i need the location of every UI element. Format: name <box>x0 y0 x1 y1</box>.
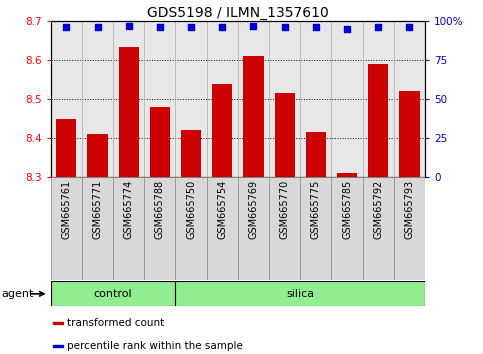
Text: GSM665775: GSM665775 <box>311 180 321 239</box>
Bar <box>331 21 363 177</box>
Text: agent: agent <box>1 289 33 299</box>
Bar <box>269 177 300 280</box>
Text: GSM665788: GSM665788 <box>155 180 165 239</box>
Bar <box>175 21 207 177</box>
Text: silica: silica <box>286 289 314 299</box>
Bar <box>363 177 394 280</box>
Bar <box>238 177 269 280</box>
Bar <box>181 130 201 177</box>
Point <box>187 25 195 30</box>
Bar <box>82 177 113 280</box>
Bar <box>331 177 363 280</box>
Text: transformed count: transformed count <box>67 318 164 329</box>
Bar <box>113 21 144 177</box>
Bar <box>274 93 295 177</box>
Text: GSM665792: GSM665792 <box>373 180 383 239</box>
Bar <box>207 177 238 280</box>
Point <box>312 25 320 30</box>
Point <box>343 26 351 32</box>
Text: GSM665769: GSM665769 <box>248 180 258 239</box>
Point <box>156 25 164 30</box>
Bar <box>51 177 82 280</box>
Bar <box>300 21 331 177</box>
Bar <box>212 84 232 177</box>
Bar <box>243 56 264 177</box>
Text: control: control <box>94 289 132 299</box>
Text: GSM665785: GSM665785 <box>342 180 352 239</box>
Bar <box>337 173 357 177</box>
Bar <box>300 177 331 280</box>
Bar <box>118 46 139 177</box>
Bar <box>269 21 300 177</box>
Bar <box>144 21 175 177</box>
Bar <box>368 64 388 177</box>
Text: GSM665750: GSM665750 <box>186 180 196 239</box>
Bar <box>144 177 175 280</box>
Bar <box>51 21 82 177</box>
Point <box>374 25 382 30</box>
Bar <box>175 281 425 306</box>
Bar <box>238 21 269 177</box>
Text: GSM665770: GSM665770 <box>280 180 290 239</box>
Text: GSM665761: GSM665761 <box>61 180 71 239</box>
Bar <box>113 177 144 280</box>
Bar <box>399 91 420 177</box>
Bar <box>56 119 76 177</box>
Text: GSM665774: GSM665774 <box>124 180 134 239</box>
Point <box>218 25 226 30</box>
Bar <box>394 177 425 280</box>
Point <box>125 23 132 29</box>
Bar <box>207 21 238 177</box>
Bar <box>51 281 175 306</box>
Bar <box>175 177 207 280</box>
Point <box>250 23 257 29</box>
Bar <box>82 21 113 177</box>
Text: percentile rank within the sample: percentile rank within the sample <box>67 341 242 352</box>
Text: GSM665793: GSM665793 <box>404 180 414 239</box>
Bar <box>306 132 326 177</box>
Bar <box>394 21 425 177</box>
Bar <box>53 322 63 324</box>
Title: GDS5198 / ILMN_1357610: GDS5198 / ILMN_1357610 <box>147 6 329 20</box>
Bar <box>53 346 63 347</box>
Text: GSM665771: GSM665771 <box>93 180 102 239</box>
Point <box>281 25 288 30</box>
Point <box>94 25 101 30</box>
Text: GSM665754: GSM665754 <box>217 180 227 239</box>
Bar <box>150 107 170 177</box>
Point <box>406 25 413 30</box>
Point <box>62 25 70 30</box>
Bar <box>363 21 394 177</box>
Bar <box>87 134 108 177</box>
